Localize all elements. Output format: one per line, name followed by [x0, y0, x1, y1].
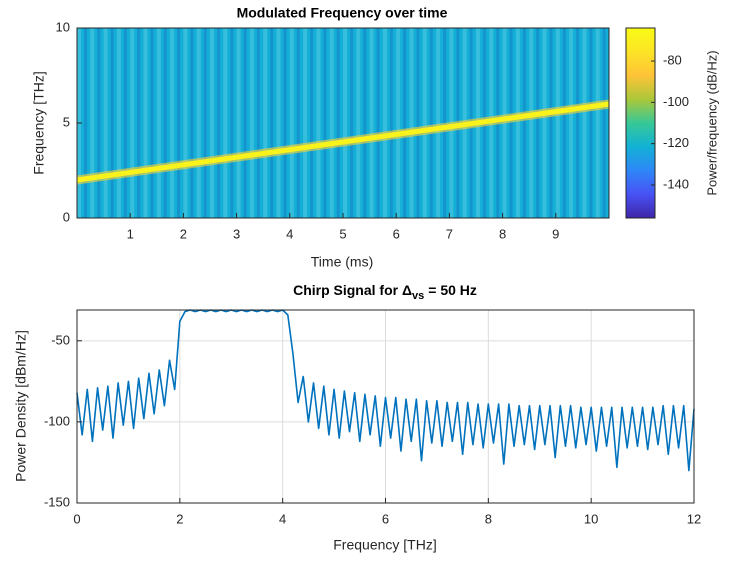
x-tick-label: 1	[127, 226, 134, 241]
y-axis-label: Power Density [dBm/Hz]	[13, 330, 29, 482]
x-tick-label: 4	[286, 226, 293, 241]
x-tick-label: 9	[552, 226, 559, 241]
chart-title: Chirp Signal for Δvs = 50 Hz	[293, 282, 477, 302]
x-axis-label: Frequency [THz]	[333, 537, 436, 553]
x-tick-label: 8	[485, 511, 492, 526]
x-tick-label: 10	[584, 511, 598, 526]
y-tick-label: 5	[63, 114, 70, 129]
y-tick-label: -50	[51, 332, 70, 347]
x-tick-label: 7	[446, 226, 453, 241]
x-tick-label: 3	[233, 226, 240, 241]
y-axis-label: Frequency [THz]	[31, 71, 47, 174]
colorbar-tick-label: -120	[663, 135, 689, 150]
x-tick-label: 5	[339, 226, 346, 241]
x-tick-label: 6	[382, 511, 389, 526]
x-tick-label: 4	[279, 511, 286, 526]
y-tick-label: 10	[56, 19, 70, 34]
y-tick-label: -150	[44, 494, 70, 509]
psd-line	[76, 309, 695, 472]
x-tick-label: 2	[176, 511, 183, 526]
colorbar-tick-label: -80	[663, 52, 682, 67]
title-subscript: vs	[412, 290, 424, 302]
x-tick-label: 12	[687, 511, 701, 526]
title-text: Chirp Signal for Δ	[293, 282, 412, 298]
x-axis-label: Time (ms)	[311, 254, 373, 270]
colorbar-tick-label: -140	[663, 176, 689, 191]
x-tick-label: 0	[73, 511, 80, 526]
x-tick-label: 8	[499, 226, 506, 241]
colorbar-label: Power/frequency (dB/Hz)	[704, 50, 719, 195]
chart-title: Modulated Frequency over time	[237, 5, 448, 21]
colorbar-tick-label: -100	[663, 94, 689, 109]
x-tick-label: 6	[393, 226, 400, 241]
title-text: = 50 Hz	[428, 282, 477, 298]
y-tick-label: 0	[63, 209, 70, 224]
heatmap-texture	[77, 28, 609, 218]
colorbar	[625, 27, 656, 219]
ridge-line	[76, 101, 610, 183]
y-tick-label: -100	[44, 413, 70, 428]
x-tick-label: 2	[180, 226, 187, 241]
